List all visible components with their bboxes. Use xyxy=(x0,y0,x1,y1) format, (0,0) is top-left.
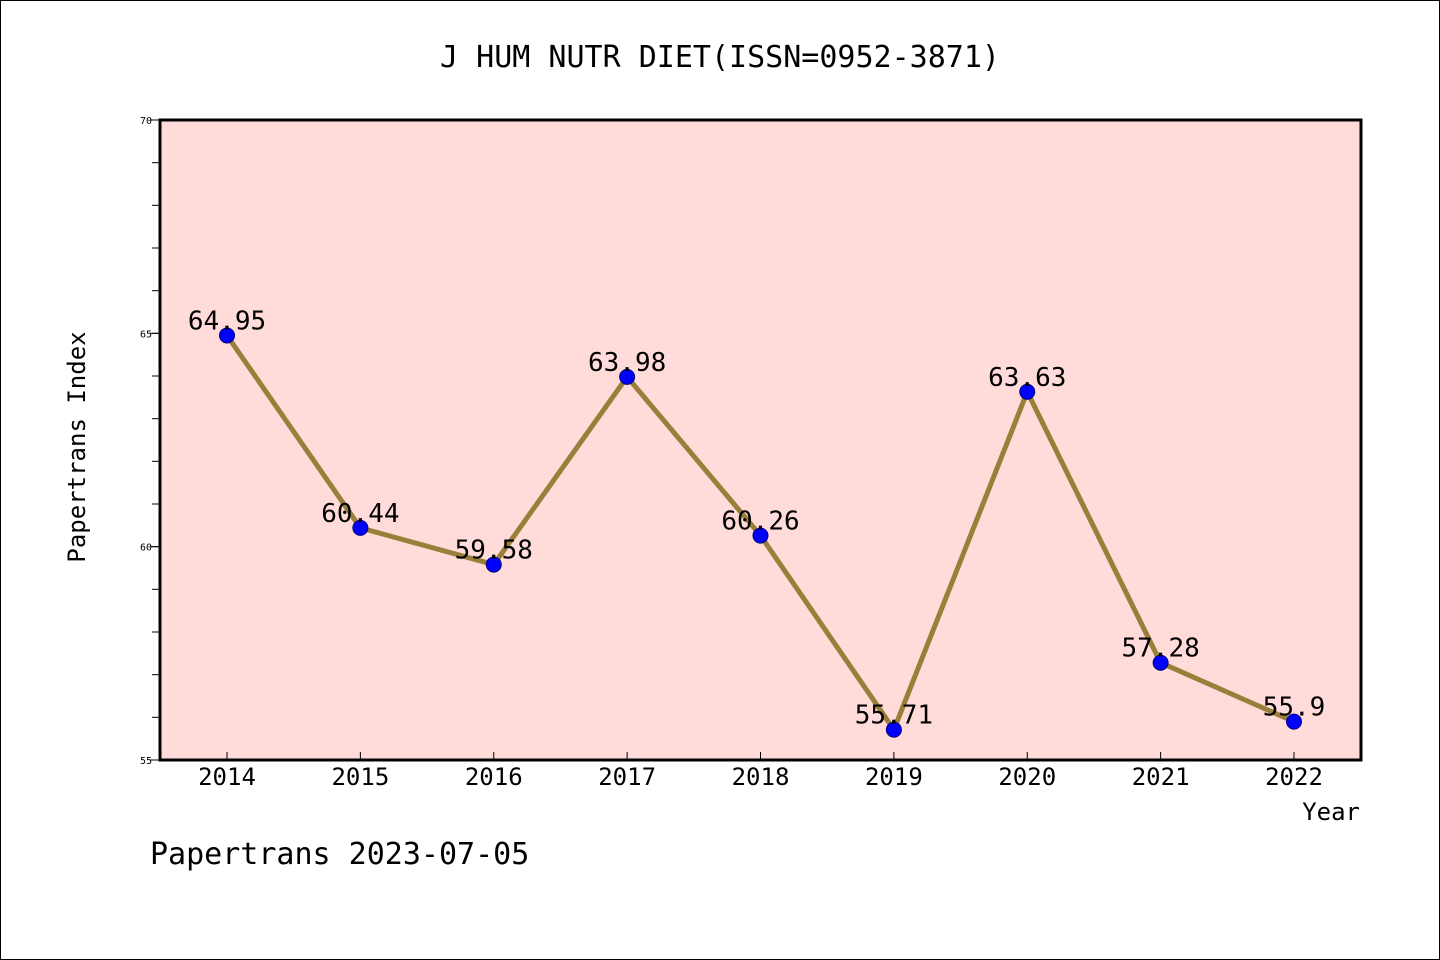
x-axis-label: Year xyxy=(1302,798,1360,826)
x-axis-ticks: 2014 2015 2016 2017 2018 2019 2020 2021 2022 xyxy=(198,752,1323,791)
footer-text: Papertrans 2023-07-05 xyxy=(150,837,529,872)
y-tick-label: 60 xyxy=(140,543,152,554)
y-tick-label: 70 xyxy=(140,116,152,127)
chart-title: J HUM NUTR DIET(ISSN=0952-3871) xyxy=(440,40,1000,75)
data-label: 55.9 xyxy=(1263,693,1326,723)
data-label: 55.71 xyxy=(855,701,933,731)
data-label: 57.28 xyxy=(1121,634,1199,664)
x-tick-label: 2020 xyxy=(998,763,1056,791)
data-label: 64.95 xyxy=(188,306,266,336)
x-tick-label: 2021 xyxy=(1132,763,1190,791)
data-markers xyxy=(219,327,1302,738)
plot-border xyxy=(158,118,1363,762)
x-tick-label: 2018 xyxy=(732,763,790,791)
y-axis-ticks: 55 60 65 70 xyxy=(140,116,160,767)
data-point-marker xyxy=(485,556,502,573)
data-label: 60.26 xyxy=(721,507,799,537)
y-axis-label: Papertrans Index xyxy=(63,331,91,562)
data-point-marker xyxy=(752,527,769,544)
x-tick-label: 2015 xyxy=(331,763,389,791)
x-tick-label: 2022 xyxy=(1265,763,1323,791)
x-tick-label: 2017 xyxy=(598,763,656,791)
x-tick-label: 2016 xyxy=(465,763,523,791)
data-label: 63.98 xyxy=(588,348,666,378)
x-tick-label: 2014 xyxy=(198,763,256,791)
data-point-marker xyxy=(885,721,902,738)
y-tick-label: 55 xyxy=(140,756,152,767)
data-labels: 64.95 60.44 59.58 63.98 60.26 55.71 63.63 57.28… xyxy=(188,306,1325,730)
data-label: 63.63 xyxy=(988,363,1066,393)
data-point-marker xyxy=(352,519,369,536)
data-point-marker xyxy=(219,327,235,344)
plot-area xyxy=(160,120,1361,760)
data-label: 60.44 xyxy=(321,499,399,529)
data-point-marker xyxy=(1019,383,1036,400)
data-point-marker xyxy=(1286,713,1302,730)
data-point-marker xyxy=(1152,654,1169,671)
y-tick-label: 65 xyxy=(140,329,152,340)
data-point-marker xyxy=(619,368,636,385)
x-tick-label: 2019 xyxy=(865,763,923,791)
data-label: 59.58 xyxy=(455,536,533,566)
